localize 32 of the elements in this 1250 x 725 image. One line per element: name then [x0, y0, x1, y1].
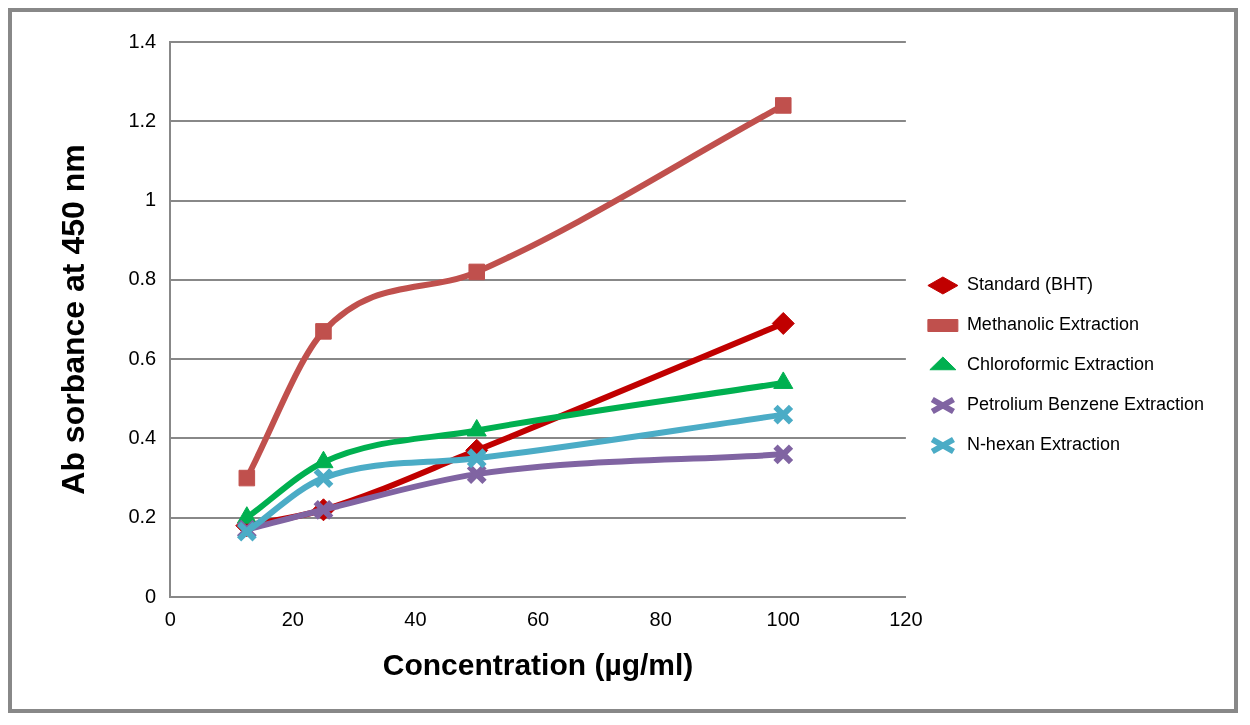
- x-tick-label: 100: [766, 607, 800, 630]
- y-tick-label: 0.8: [128, 267, 157, 290]
- legend-label: N-hexan Extraction: [966, 434, 1120, 455]
- legend-label: Chloroformic Extraction: [966, 354, 1154, 375]
- x-tick-label: 60: [526, 607, 550, 630]
- y-tick-label: 0.2: [128, 505, 157, 528]
- x-axis-title: Concentration (µg/ml): [382, 648, 694, 682]
- point: [774, 97, 792, 114]
- point: [468, 263, 486, 281]
- point: [771, 311, 795, 335]
- point: [315, 323, 332, 340]
- point: [465, 463, 488, 485]
- y-tick-label: 0.4: [128, 425, 157, 448]
- point: [772, 443, 795, 466]
- y-tick-label: 0: [145, 584, 157, 607]
- point: [772, 403, 795, 426]
- y-axis-title: Ab sorbance at 450 nm: [55, 144, 92, 495]
- x-tick-label: 120: [889, 607, 923, 630]
- point: [312, 467, 335, 489]
- x-tick-label: 40: [404, 607, 427, 630]
- y-tick-label: 1.2: [128, 108, 157, 131]
- y-tick-label: 1.4: [128, 29, 157, 52]
- legend-label: Petrolium Benzene Extraction: [966, 394, 1204, 415]
- x-tick-label: 0: [164, 607, 176, 630]
- point: [238, 469, 256, 487]
- point: [465, 447, 488, 470]
- y-tick-label: 0.6: [128, 346, 157, 369]
- y-tick-label: 1: [145, 188, 157, 211]
- legend-label: Standard (BHT): [966, 274, 1093, 295]
- x-tick-label: 20: [281, 607, 304, 630]
- legend-label: Methanolic Extraction: [966, 314, 1139, 335]
- x-tick-label: 80: [649, 607, 672, 630]
